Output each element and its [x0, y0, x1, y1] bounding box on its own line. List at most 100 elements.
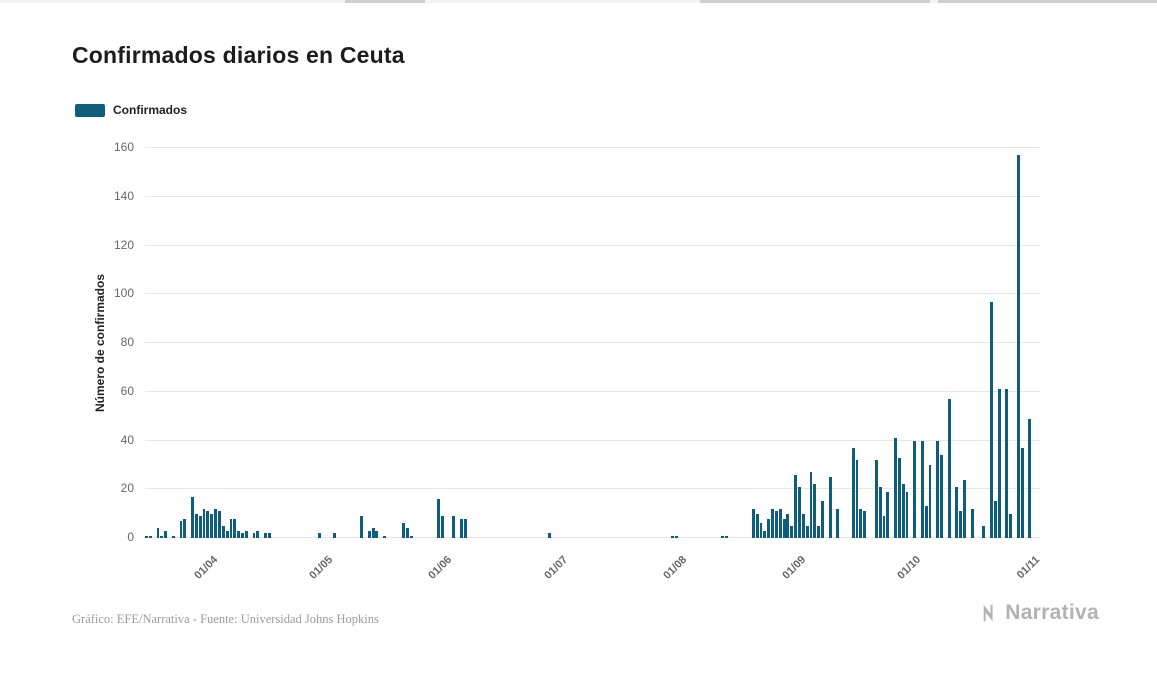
gridline [145, 390, 1040, 392]
y-tick-label: 40 [120, 432, 134, 447]
bar [452, 516, 456, 538]
bar [164, 530, 168, 538]
bar [333, 533, 337, 538]
bar [886, 491, 890, 538]
gridline [145, 439, 1040, 441]
bar [936, 440, 940, 538]
x-tick-label: 01/05 [307, 553, 336, 582]
bar [406, 528, 410, 538]
bar [217, 511, 221, 538]
bar [821, 501, 824, 538]
narrativa-icon [980, 602, 1002, 624]
bar [229, 518, 233, 538]
brand-text: Narrativa [1005, 601, 1099, 624]
bar [940, 455, 943, 538]
bar [675, 535, 678, 538]
gridline [145, 342, 1040, 343]
bar [375, 530, 379, 538]
bar [990, 301, 993, 538]
bar [1016, 155, 1020, 538]
bar [959, 511, 963, 538]
bar [202, 508, 206, 538]
bar [233, 518, 237, 538]
x-tick-label: 01/08 [660, 553, 689, 582]
bar [440, 516, 444, 538]
bar [317, 533, 321, 538]
bar [928, 464, 932, 538]
narrativa-logo[interactable]: Narrativa [980, 601, 1099, 625]
bar [225, 530, 229, 538]
bar [855, 460, 859, 538]
gridline [145, 488, 1040, 490]
bar [436, 499, 440, 538]
bar [997, 389, 1001, 538]
bar [264, 533, 267, 538]
bar [894, 438, 897, 538]
bar [267, 533, 271, 538]
top-border [0, 0, 1157, 3]
bar [179, 520, 183, 538]
bar [786, 513, 790, 538]
gridline [145, 195, 1040, 197]
bar [982, 525, 986, 538]
bar [221, 525, 225, 538]
bar [836, 508, 840, 538]
y-tick-label: 160 [113, 140, 134, 154]
bar [198, 516, 202, 538]
bar [782, 518, 786, 538]
x-tick-label: 01/06 [426, 553, 455, 582]
top-border-segment [938, 0, 1157, 3]
bar [367, 530, 371, 538]
bar [882, 516, 886, 538]
bar [790, 525, 794, 538]
bar [924, 506, 928, 538]
chart-title: Confirmados diarios en Ceuta [72, 42, 405, 68]
bar [402, 523, 406, 538]
bar [828, 477, 832, 538]
gridline [145, 293, 1040, 295]
bar [905, 491, 909, 538]
bar [206, 511, 210, 538]
bar [410, 535, 413, 538]
top-border-segment [700, 0, 930, 3]
y-tick-label: 60 [120, 383, 134, 398]
bar [214, 508, 218, 538]
bar [794, 474, 798, 538]
gridline [145, 537, 1040, 538]
bar [156, 528, 160, 538]
bar [801, 513, 805, 538]
y-tick-label: 100 [113, 286, 134, 301]
bar [947, 399, 951, 538]
bar [874, 460, 878, 538]
bar [463, 518, 467, 538]
bar [809, 472, 813, 538]
bar [237, 530, 241, 538]
legend: Confirmados [75, 103, 187, 117]
y-tick-label: 120 [113, 237, 134, 252]
bar [901, 484, 905, 538]
bar [1020, 447, 1024, 538]
bar [755, 513, 759, 538]
bar [771, 508, 774, 538]
bar [963, 479, 967, 538]
bar [813, 484, 817, 538]
bar [993, 501, 997, 538]
bar [191, 496, 194, 538]
bar [970, 508, 974, 538]
gridline [145, 147, 1040, 148]
bar [1028, 418, 1032, 538]
bar [721, 535, 725, 538]
legend-swatch [75, 103, 105, 117]
bar [145, 535, 148, 538]
y-tick-label: 80 [120, 335, 134, 349]
bar [171, 535, 175, 538]
bar [210, 513, 214, 538]
bar [548, 533, 552, 538]
bar [878, 486, 882, 538]
bar [1005, 389, 1009, 538]
bar [160, 535, 164, 538]
x-tick-label: 01/04 [192, 553, 221, 582]
bar [759, 523, 763, 538]
y-tick-label: 140 [113, 188, 134, 203]
